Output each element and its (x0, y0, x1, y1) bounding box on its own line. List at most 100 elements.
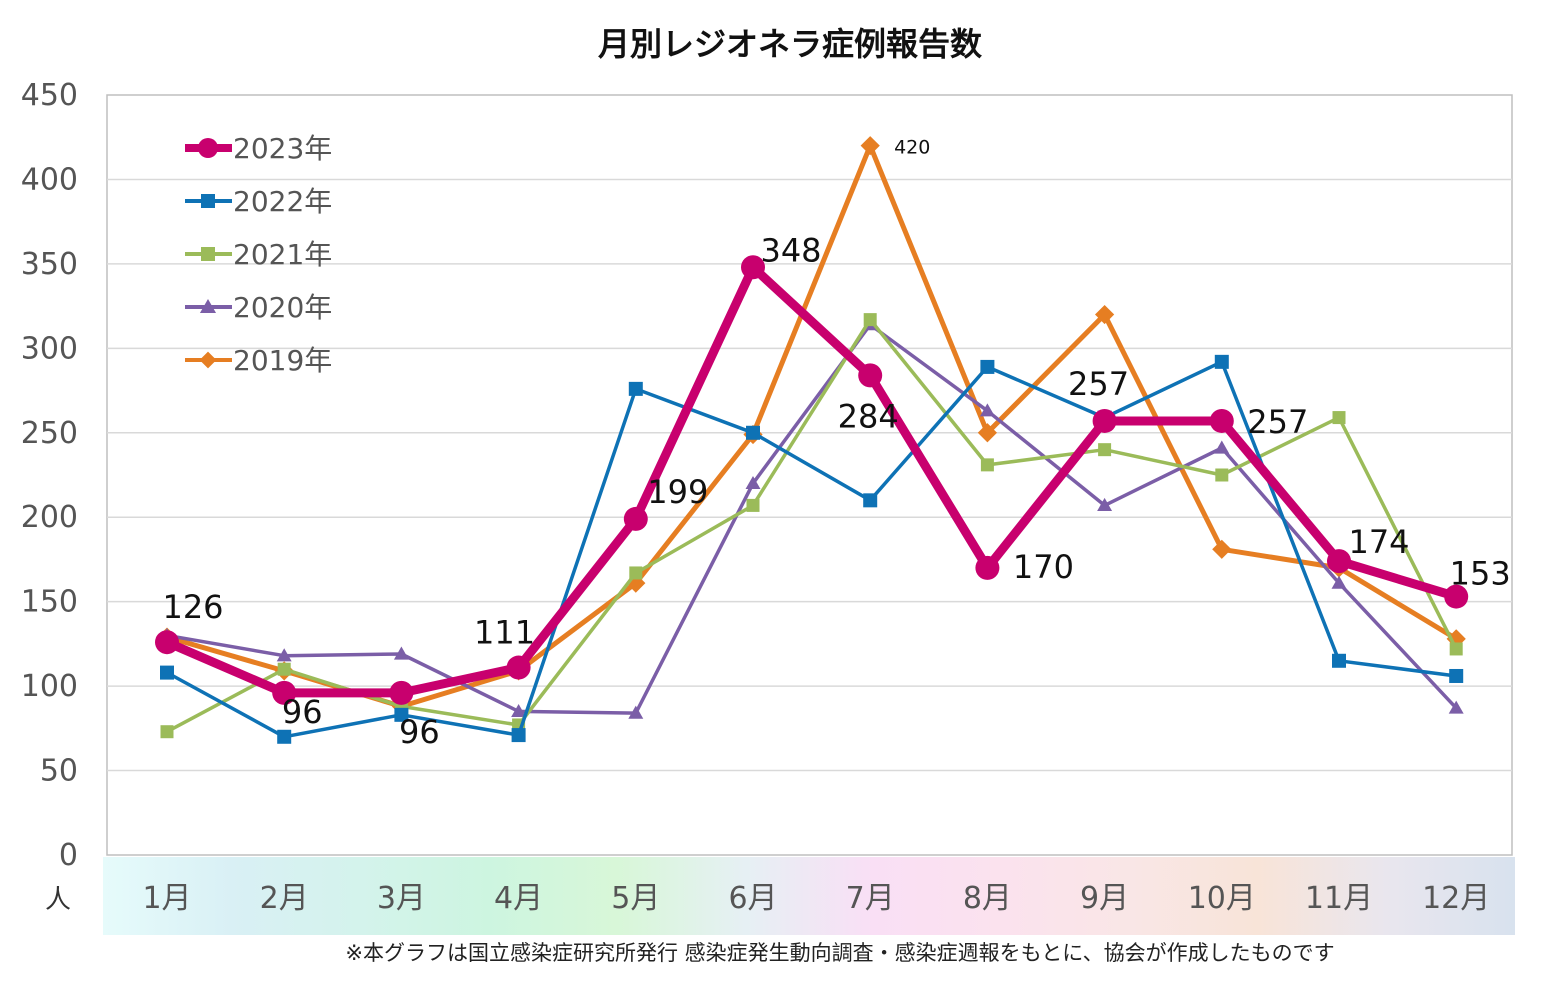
data-labels: 126 96 96 111 199 348 284 170 257 257 174 153 420 (162, 137, 1510, 751)
legend-item: 2023年 (185, 132, 332, 165)
series-lines (155, 136, 1469, 744)
y-tick-label: 150 (21, 585, 78, 620)
data-point-2020 (1331, 575, 1347, 589)
legend-swatch-marker (199, 298, 217, 314)
data-point-2022 (1332, 653, 1346, 668)
data-point-2022 (511, 728, 526, 743)
y-tick-label: 50 (40, 754, 78, 789)
data-point-2021 (160, 725, 174, 739)
x-tick-label: 11月 (1305, 881, 1373, 916)
series-line-2021 (166, 317, 1458, 734)
data-point-2021 (629, 566, 643, 580)
data-point-2020 (511, 703, 527, 718)
data-point-2020 (1448, 700, 1464, 714)
data-point-2023 (389, 680, 414, 705)
data-point-2021 (1332, 411, 1346, 425)
data-point-2023 (1327, 549, 1351, 574)
source-note: ※本グラフは国立感染症研究所発行 感染症発生動向調査・感染症週報をもとに、協会が… (345, 941, 1334, 965)
x-tick-label: 7月 (846, 881, 895, 916)
data-point-2023 (155, 630, 179, 655)
x-tick-label: 6月 (728, 881, 777, 916)
x-tick-label: 5月 (611, 881, 660, 916)
series-2023 (155, 255, 1469, 705)
x-tick-label: 3月 (377, 881, 426, 916)
y-tick-label: 300 (21, 331, 78, 366)
data-label: 257 (1068, 365, 1129, 403)
series-2021 (160, 313, 1463, 739)
legend-label: 2019年 (233, 344, 332, 377)
x-tick-label: 2月 (260, 881, 309, 916)
data-point-2019 (977, 423, 997, 443)
data-point-2020 (1214, 440, 1230, 454)
legend-label: 2021年 (233, 238, 332, 271)
data-point-2022 (277, 729, 292, 744)
data-point-2019 (860, 136, 880, 156)
data-point-2023 (272, 680, 297, 705)
y-tick-label: 0 (59, 838, 78, 873)
x-tick-label: 1月 (142, 881, 191, 916)
data-point-2020 (1097, 497, 1113, 512)
data-label: 348 (760, 231, 821, 269)
category-band (103, 857, 1515, 935)
data-point-2019 (1212, 539, 1232, 559)
data-point-2020 (745, 475, 761, 490)
data-label: 111 (474, 614, 535, 652)
data-point-2023 (858, 363, 883, 388)
legend-item: 2021年 (185, 238, 332, 271)
data-label: 170 (1013, 548, 1074, 586)
data-label: 96 (282, 693, 323, 731)
x-tick-label: 4月 (494, 881, 543, 916)
data-point-2023 (623, 506, 648, 531)
data-point-2021 (1215, 468, 1229, 482)
data-point-2022 (1449, 668, 1464, 683)
data-point-2021 (277, 662, 291, 676)
legend-item: 2022年 (185, 185, 332, 218)
series-line-2020 (166, 322, 1458, 715)
series-line-2022 (166, 360, 1457, 739)
data-point-2019 (1095, 304, 1115, 325)
x-axis-ticks: 1月 2月 3月 4月 5月 6月 7月 8月 9月 10月 11月 12月 (142, 881, 1490, 916)
chart-title: 月別レジオネラ症例報告数 (598, 25, 983, 63)
data-point-2020 (628, 705, 644, 719)
data-label: 174 (1348, 523, 1409, 561)
data-point-2022 (863, 493, 878, 508)
x-tick-label: 8月 (963, 881, 1012, 916)
data-label: 96 (399, 713, 440, 751)
legend-label: 2020年 (233, 291, 332, 324)
data-label: 420 (894, 137, 930, 159)
y-tick-label: 100 (21, 669, 78, 704)
data-label: 199 (647, 473, 708, 511)
y-unit-label: 人 (45, 885, 71, 915)
data-point-2022 (160, 665, 174, 680)
data-point-2022 (394, 707, 409, 722)
plot-area (106, 94, 1513, 856)
y-axis-ticks: 0 50 100 150 200 250 300 350 400 450 (21, 78, 78, 873)
data-point-2020 (979, 403, 995, 417)
legend-swatch-marker (199, 351, 217, 369)
y-tick-label: 400 (21, 162, 78, 197)
data-point-2022 (980, 359, 995, 374)
y-tick-label: 200 (21, 500, 78, 535)
data-point-2023 (975, 555, 1000, 580)
legend-label: 2023年 (233, 132, 332, 165)
data-point-2021 (980, 458, 994, 472)
legend-swatch-marker (201, 247, 215, 261)
data-label: 284 (838, 397, 899, 435)
data-point-2021 (1098, 443, 1112, 457)
data-point-2022 (628, 381, 643, 396)
legend-swatch-marker (198, 138, 218, 158)
data-point-2021 (746, 498, 760, 512)
y-tick-label: 450 (21, 78, 78, 113)
data-point-2023 (1209, 408, 1234, 433)
legend-label: 2022年 (233, 185, 332, 218)
data-point-2021 (1449, 642, 1463, 656)
data-label: 153 (1450, 555, 1511, 593)
x-tick-label: 12月 (1422, 881, 1490, 916)
legend-swatch-marker (201, 194, 215, 208)
x-tick-label: 10月 (1188, 881, 1256, 916)
data-point-2023 (1444, 584, 1469, 609)
data-point-2021 (863, 313, 877, 327)
data-point-2022 (1214, 354, 1229, 369)
legend: 2023年 2022年 2021年 2020年 2019年 (185, 132, 332, 377)
